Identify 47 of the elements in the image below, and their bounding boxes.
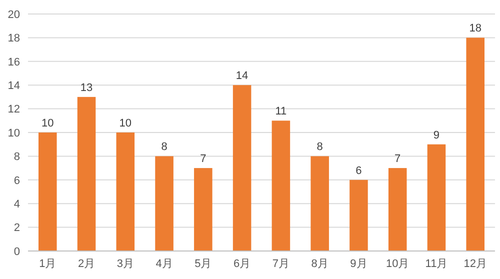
bar bbox=[77, 96, 96, 251]
y-tick-label: 0 bbox=[14, 246, 20, 258]
data-label: 7 bbox=[394, 153, 401, 166]
x-tick-label: 1月 bbox=[39, 258, 56, 270]
bar bbox=[194, 168, 212, 251]
y-tick-label: 12 bbox=[8, 104, 20, 116]
bar bbox=[232, 85, 252, 251]
x-tick-label: 3月 bbox=[116, 258, 134, 270]
data-label: 13 bbox=[80, 82, 93, 94]
data-label: 6 bbox=[356, 164, 362, 177]
data-label: 8 bbox=[316, 141, 323, 154]
x-tick-label: 10月 bbox=[386, 258, 410, 270]
y-tick-label: 4 bbox=[14, 198, 20, 210]
data-label: 9 bbox=[433, 129, 440, 142]
bar bbox=[310, 156, 329, 251]
bar bbox=[427, 144, 446, 251]
x-tick-label: 6月 bbox=[233, 258, 251, 270]
bar bbox=[116, 132, 135, 251]
data-label: 8 bbox=[161, 141, 168, 154]
data-label: 10 bbox=[119, 118, 132, 130]
x-tick-label: 2月 bbox=[78, 258, 96, 270]
x-tick-label: 7月 bbox=[272, 258, 290, 270]
bar bbox=[388, 168, 407, 251]
y-tick-label: 14 bbox=[8, 80, 20, 92]
bar bbox=[155, 156, 174, 251]
bar bbox=[350, 180, 368, 251]
y-tick-label: 18 bbox=[8, 32, 20, 45]
x-tick-label: 9月 bbox=[350, 258, 368, 270]
data-label: 14 bbox=[236, 70, 248, 82]
x-tick-label: 11月 bbox=[425, 258, 448, 270]
data-label: 11 bbox=[275, 106, 287, 118]
y-tick-label: 10 bbox=[8, 127, 20, 140]
y-tick-label: 8 bbox=[14, 151, 20, 164]
x-tick-label: 8月 bbox=[311, 258, 328, 270]
bar bbox=[272, 120, 290, 251]
y-tick-label: 20 bbox=[8, 8, 20, 21]
data-label: 7 bbox=[200, 153, 206, 166]
y-tick-label: 16 bbox=[8, 56, 20, 68]
y-tick-label: 6 bbox=[14, 174, 20, 187]
x-tick-label: 4月 bbox=[156, 258, 173, 270]
data-label: 10 bbox=[42, 118, 54, 130]
data-label: 18 bbox=[469, 22, 482, 35]
x-tick-label: 5月 bbox=[194, 258, 212, 270]
y-tick-label: 2 bbox=[14, 222, 20, 234]
x-tick-label: 12月 bbox=[464, 258, 487, 270]
bar bbox=[38, 132, 57, 251]
bar bbox=[466, 38, 484, 251]
